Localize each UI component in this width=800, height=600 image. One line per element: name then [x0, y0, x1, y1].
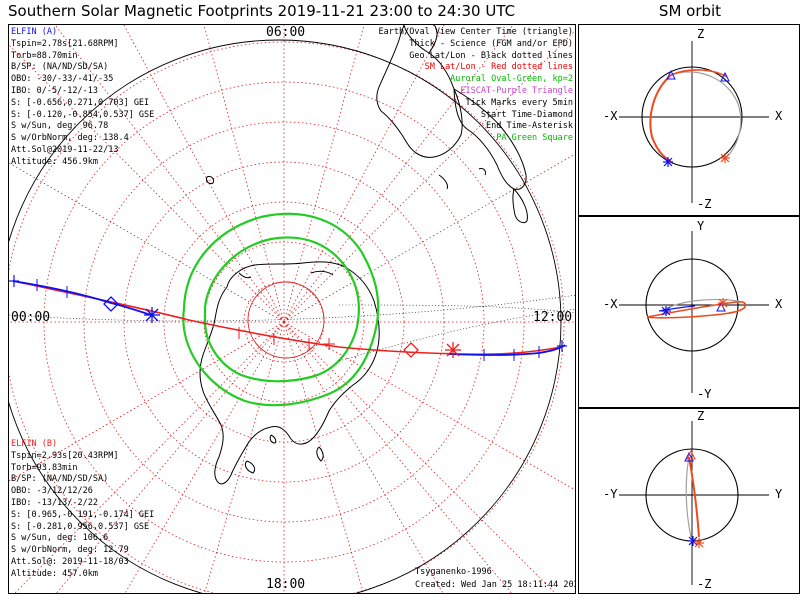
orbit-xy-svg [619, 231, 769, 393]
elfin-a-line: B/SP: (NA/ND/SD/SA) [11, 62, 109, 73]
elfin-a-line: OBO: -30/-33/-41/-35 [11, 74, 114, 85]
orbit-xy-right: X [775, 297, 783, 311]
legend-item: Start Time-Diamond [480, 109, 573, 120]
elfin-b-line: S: [0.965,-0.191,-0.174] GEI [11, 509, 155, 520]
sm-longitude-lines [9, 25, 575, 593]
orbit-xz-right: X [775, 109, 783, 123]
elfin-b-line: B/SP: (NA/ND/SD/SA) [11, 474, 109, 485]
orbit-xz-left: -X [603, 109, 618, 123]
orbit-yz-up: Z [697, 409, 705, 423]
elfin-b-line: S: [-0.281,0.956,0.537] GSE [11, 521, 150, 532]
orbit-yz-down: -Z [697, 577, 712, 591]
mlt-label-right: 12:00 [533, 310, 573, 325]
orbit-xz-svg [619, 41, 769, 203]
trace-ticks-red [238, 327, 310, 350]
elfin-a-line: Altitude: 456.9km [11, 156, 98, 167]
elfin-a-name: ELFIN (A) [11, 27, 58, 37]
orbit-xy-left: -X [603, 297, 618, 311]
legend-item: Geo Lat/Lon - Black dotted lines [409, 50, 573, 61]
legend-item: End Time-Asterisk [486, 121, 573, 132]
trace-start-plus [9, 275, 567, 352]
legend-item: Auroral Oval-Green, kp=2 [450, 74, 573, 85]
geo-lon-line [338, 308, 575, 362]
elfin-b-line: IBO: -13/13/-2/22 [11, 497, 98, 508]
orbit-xz-down: -Z [697, 197, 712, 211]
elfin-b-info: ELFIN (B) Tspin=2.93s[20.43RPM] Torb=93.… [11, 439, 154, 581]
elfin-b-line: OBO: -3/12/12/26 [11, 486, 93, 497]
elfin-b-line: S w/Sun, deg: 106.6 [11, 533, 109, 544]
elfin-b-line: Altitude: 457.0km [11, 568, 98, 579]
orbit-xz-up: Z [697, 27, 705, 41]
legend-item: SM Lat/Lon - Red dotted lines [424, 62, 573, 73]
auroral-ovals [182, 212, 380, 407]
elfin-a-line: Tspin=2.78s[21.68RPM] [11, 38, 119, 49]
orbit-xy-up: Y [697, 219, 705, 233]
mlt-label-left: 00:00 [11, 310, 51, 325]
geo-grid [9, 294, 575, 322]
elfin-b-line: Torb=93.83min [11, 462, 78, 473]
legend-item: PA-Green Square [496, 133, 573, 144]
elfin-b-name: ELFIN (B) [11, 439, 58, 449]
footprint-plot: 06:00 00:00 12:00 18:00 ELFIN (A) Tspin=… [8, 24, 576, 594]
elfin-a-line: Torb=88.70min [11, 50, 78, 61]
elfin-a-start-diamond [103, 296, 119, 312]
elfin-a-line: S w/OrbNorm, deg: 138.4 [11, 133, 129, 144]
orbit-panel-xy: Y -Y -X X [578, 216, 800, 408]
orbit-yz-svg [619, 421, 769, 585]
footer-credit: Tsyganenko-1996 [415, 567, 492, 577]
elfin-b-line: Att.Sol@: 2019-11-18/03 [11, 556, 129, 567]
orbit-yz-right: Y [775, 487, 783, 501]
footprint-map-svg [9, 25, 575, 593]
elfin-b-line: Tspin=2.93s[20.43RPM] [11, 450, 119, 461]
footer-created: Created: Wed Jan 25 18:11:44 2023 [415, 580, 576, 590]
elfin-a-line: S: [-0.120,-0.854,0.537] GSE [11, 109, 155, 120]
mlt-label-bottom: 18:00 [266, 577, 306, 592]
elfin-a-line: S: [-0.656,0.271,0.703] GEI [11, 97, 150, 108]
orbit-panel-yz: Z -Z -Y Y [578, 408, 800, 594]
elfin-a-end-asterisk [144, 307, 160, 323]
mlt-label-top: 06:00 [266, 25, 306, 40]
earth-limb [9, 39, 562, 593]
elfin-b-line: S w/OrbNorm, deg: 12.79 [11, 545, 129, 556]
elfin-a-line: IBO: 0/-5/-12/-13 [11, 85, 98, 96]
legend-item: Earth/Oval View Center Time (triangle) [378, 27, 573, 37]
elfin-a-info: ELFIN (A) Tspin=2.78s[21.68RPM] Torb=88.… [11, 27, 154, 169]
plot-title: Southern Solar Magnetic Footprints 2019-… [8, 2, 516, 20]
elfin-a-line: Att.Sol@2019-11-22/13 [11, 144, 119, 155]
orbit-xy-down: -Y [697, 387, 712, 401]
elfin-a-line: S w/Sun, deg: 96.78 [11, 121, 109, 132]
elfin-b-end-asterisk [445, 342, 461, 358]
pole-circle [247, 281, 325, 359]
elfin-b-start-diamond [403, 342, 419, 358]
orbit-yz-left: -Y [603, 487, 618, 501]
elfin-b-mid-asterisk [323, 338, 335, 350]
orbit-title: SM orbit [658, 2, 722, 20]
legend: Earth/Oval View Center Time (triangle) T… [379, 27, 573, 145]
legend-item: Thick - Science (FGM and/or EPD) [409, 38, 573, 49]
orbit-panel-xz: Z -Z -X X [578, 24, 800, 216]
legend-item: Tick Marks every 5min [465, 97, 573, 108]
legend-item: EISCAT-Purple Triangle [460, 85, 573, 96]
trace-ticks [36, 279, 540, 361]
